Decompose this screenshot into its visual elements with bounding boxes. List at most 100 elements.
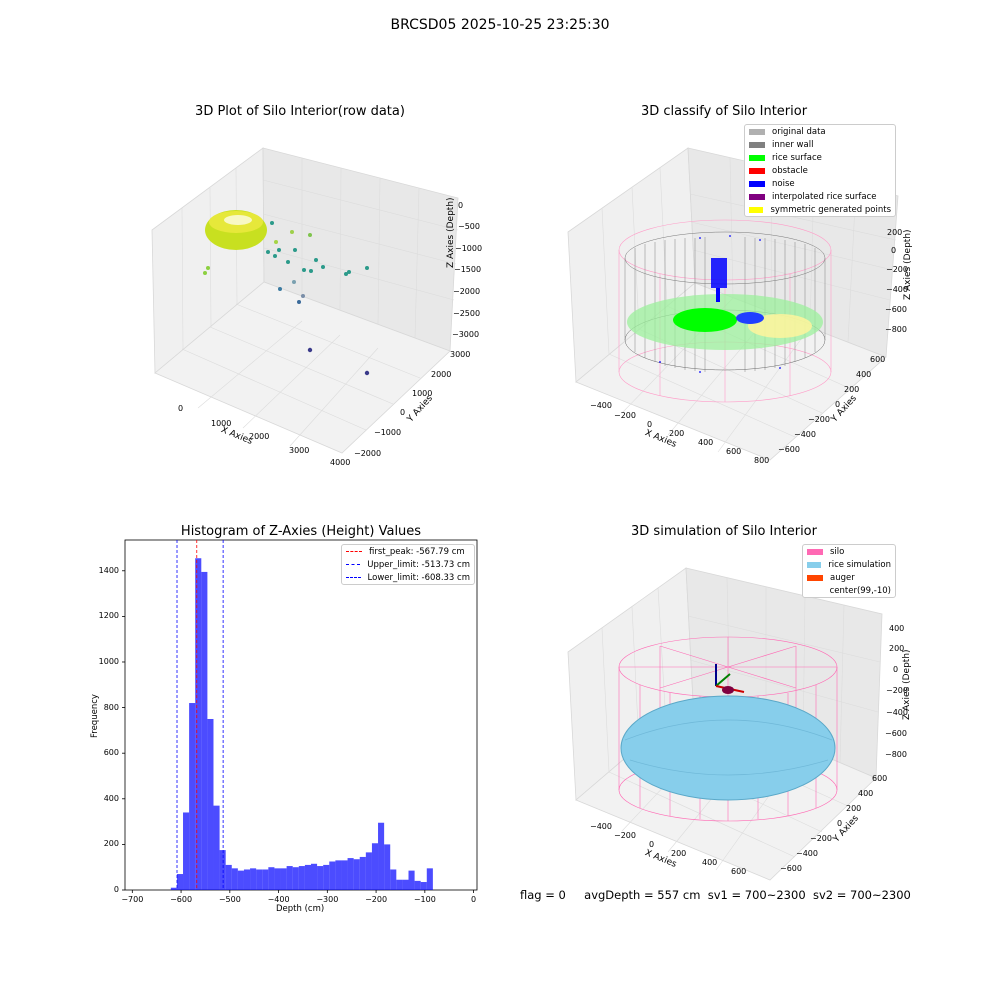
histogram-xtick-label: −200	[365, 895, 388, 904]
status-line: flag = 0 avgDepth = 557 cm sv1 = 700~230…	[520, 888, 911, 902]
legend-swatch	[346, 577, 361, 578]
histogram-bar	[280, 868, 287, 890]
legend-label: auger	[830, 572, 855, 583]
raw-axes-panes	[151, 147, 459, 454]
legend-entry: rice simulation	[803, 558, 895, 571]
legend-entry: auger	[803, 571, 895, 584]
histogram-ticks	[122, 570, 474, 893]
raw-xtick: 3000	[289, 446, 310, 455]
histogram-xtick-label: −100	[413, 895, 436, 904]
status-flag: flag = 0	[520, 888, 566, 902]
figure-title: BRCSD05 2025-10-25 23:25:30	[390, 17, 610, 33]
legend-swatch	[749, 154, 765, 161]
legend-swatch	[749, 141, 765, 148]
legend-label: silo	[830, 546, 845, 557]
histogram-bar	[237, 870, 244, 890]
histogram-ytick-label: 200	[103, 839, 119, 849]
status-avg-depth: avgDepth = 557 cm	[584, 888, 701, 902]
histogram-bar	[384, 844, 391, 890]
histogram-bar	[323, 864, 330, 890]
classify-ztick: −600	[885, 305, 907, 314]
histogram-bar	[183, 812, 190, 890]
histogram-ytick-label: 0	[113, 885, 119, 894]
histogram-bar	[292, 867, 299, 890]
legend-entry: inner wall	[745, 138, 895, 151]
legend-swatch	[807, 548, 823, 555]
histogram-ytick-label: 400	[103, 793, 119, 803]
classify-xtick: −200	[614, 411, 636, 420]
raw-xtick: 4000	[330, 458, 351, 467]
raw-ytick: 0	[400, 408, 406, 417]
legend-entry: symmetric generated points	[745, 203, 895, 216]
histogram-vlines	[176, 540, 224, 890]
legend-entry: noise	[745, 177, 895, 190]
classify-xtick: 200	[669, 429, 685, 438]
histogram-bars	[170, 558, 433, 890]
simulation-ztick: −200	[886, 686, 908, 695]
histogram-ytick-label: 1400	[98, 565, 119, 575]
histogram-xtick-label: −500	[218, 895, 241, 904]
histogram-bar	[396, 879, 403, 890]
classify-xtick: 600	[726, 447, 742, 456]
raw-ztick: −2500	[453, 309, 481, 318]
raw-ztick: −500	[458, 222, 480, 231]
raw-ytick: −1000	[374, 428, 402, 437]
simulation-zlabel: Z Axies (Depth)	[902, 649, 912, 720]
simulation-ytick: −600	[780, 864, 802, 873]
raw-scatter-points	[203, 210, 370, 376]
raw-ytick: −2000	[354, 449, 382, 458]
histogram-bar	[243, 869, 251, 890]
legend-entry: rice surface	[745, 151, 895, 164]
histogram-bar	[250, 868, 257, 890]
histogram-bar	[426, 868, 433, 890]
raw-ztick: −1500	[454, 265, 482, 274]
histogram-bar	[365, 852, 372, 890]
histogram-ytick-label: 1000	[98, 656, 119, 666]
classify-ztick: −400	[886, 285, 908, 294]
histogram-bar	[262, 869, 269, 890]
legend-label: original data	[772, 126, 826, 137]
histogram-bar	[317, 866, 324, 890]
raw-ytick: 3000	[450, 350, 471, 359]
histogram-bar	[408, 870, 415, 890]
raw-ztick: −3000	[452, 330, 480, 339]
raw-xtick: 1000	[211, 419, 232, 428]
classify-ytick: −600	[778, 445, 800, 454]
histogram-bar	[420, 882, 427, 890]
histogram-xlabel: Depth (cm)	[276, 904, 325, 914]
raw-ytick: 1000	[412, 389, 433, 398]
legend-entry: Lower_limit: -608.33 cm	[342, 571, 474, 584]
legend-swatch	[346, 551, 362, 552]
histogram-ytick-label: 1200	[98, 611, 119, 621]
raw-ytick: 2000	[431, 370, 452, 379]
histogram-bar	[304, 864, 311, 890]
histogram-bar	[286, 866, 293, 890]
simulation-xtick: 0	[649, 840, 655, 849]
classify-ztick: −800	[885, 325, 907, 334]
simulation-ytick: 0	[837, 819, 843, 828]
legend-label: rice simulation	[828, 559, 891, 570]
classify-ztick: 200	[887, 228, 903, 237]
legend-entry: original data	[745, 125, 895, 138]
legend-label: obstacle	[772, 165, 808, 176]
legend-label: rice surface	[772, 152, 822, 163]
legend-entry: center(99,-10)	[803, 584, 895, 597]
histogram-bar	[341, 860, 348, 890]
simulation-rice-surface	[620, 695, 836, 801]
simulation-xtick: 600	[731, 867, 747, 876]
legend-swatch	[807, 561, 822, 568]
legend-swatch	[749, 128, 765, 135]
raw-xtick: 0	[178, 404, 184, 413]
histogram-bar	[256, 869, 263, 890]
legend-swatch	[807, 574, 823, 581]
raw-ztick: −1000	[455, 244, 483, 253]
classify-ztick: −200	[886, 265, 908, 274]
legend-label: noise	[772, 178, 795, 189]
histogram-bar	[176, 874, 184, 890]
classify-ytick: −400	[794, 430, 816, 439]
status-sv1: sv1 = 700~2300	[707, 888, 806, 902]
raw-ztick: 0	[458, 201, 464, 210]
legend-entry: first_peak: -567.79 cm	[342, 545, 474, 558]
simulation-ztick: 400	[889, 624, 905, 633]
